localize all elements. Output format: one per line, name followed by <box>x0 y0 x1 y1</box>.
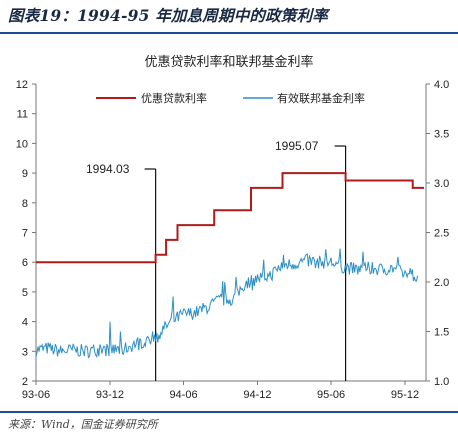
chart: 优惠贷款利率和联邦基金利率 优惠贷款利率 有效联邦基金利率 2 3 4 5 6 7 8 9 10… <box>16 54 450 401</box>
y-left-tick-label: 8 <box>22 198 28 210</box>
y-right-tick-label: 3.0 <box>434 178 449 190</box>
y-right-tick-label: 2.0 <box>434 277 449 289</box>
y-left-tick-label: 9 <box>22 168 28 180</box>
y-right-tick-label: 2.5 <box>434 228 449 240</box>
legend-label-prime-rate: 优惠贷款利率 <box>141 91 207 105</box>
title-rule <box>0 32 458 34</box>
source-note: 来源：Wind，国金证券研究所 <box>8 418 158 431</box>
x-tick-label: 94-12 <box>243 389 271 401</box>
y-left-tick-label: 5 <box>22 287 28 299</box>
chart-title: 优惠贷款利率和联邦基金利率 <box>144 54 313 70</box>
legend: 优惠贷款利率 有效联邦基金利率 <box>96 91 365 105</box>
series-line-fed-funds-rate <box>35 248 418 359</box>
annotation-label-1: 1994.03 <box>86 162 130 176</box>
y-left-tick-label: 7 <box>22 228 28 240</box>
annotation-label-2: 1995.07 <box>275 139 319 153</box>
x-tick-label: 95-06 <box>317 389 345 401</box>
y-right-tick-label: 3.5 <box>434 129 449 141</box>
x-tick-label: 93-12 <box>96 389 124 401</box>
series-line-prime-rate <box>36 172 424 264</box>
y-right-tick-label: 4.0 <box>434 79 449 91</box>
y-left-tick-label: 12 <box>16 79 28 91</box>
x-tick-label: 94-06 <box>169 389 197 401</box>
y-left-tick-label: 10 <box>16 138 28 150</box>
axes: 2 3 4 5 6 7 8 9 10 11 12 1.0 1.5 2.0 2.5 3.0 3.5 4.0 93-06… <box>16 79 450 401</box>
plot-area <box>35 172 424 359</box>
figure-title: 图表19：1994-95 年加息周期中的政策利率 <box>8 6 328 25</box>
y-left-tick-label: 4 <box>22 317 28 329</box>
y-left-tick-label: 3 <box>22 346 28 358</box>
legend-label-fed-funds-rate: 有效联邦基金利率 <box>277 91 365 105</box>
y-left-tick-label: 11 <box>17 109 28 121</box>
y-left-tick-label: 6 <box>22 257 28 269</box>
x-tick-label: 95-12 <box>391 389 419 401</box>
annotations: 1994.03 1995.07 <box>86 139 347 381</box>
y-left-tick-label: 2 <box>22 376 28 388</box>
y-right-tick-label: 1.0 <box>434 376 449 388</box>
y-right-tick-label: 1.5 <box>434 327 449 339</box>
bottom-rule <box>0 411 458 413</box>
x-tick-label: 93-06 <box>22 389 50 401</box>
